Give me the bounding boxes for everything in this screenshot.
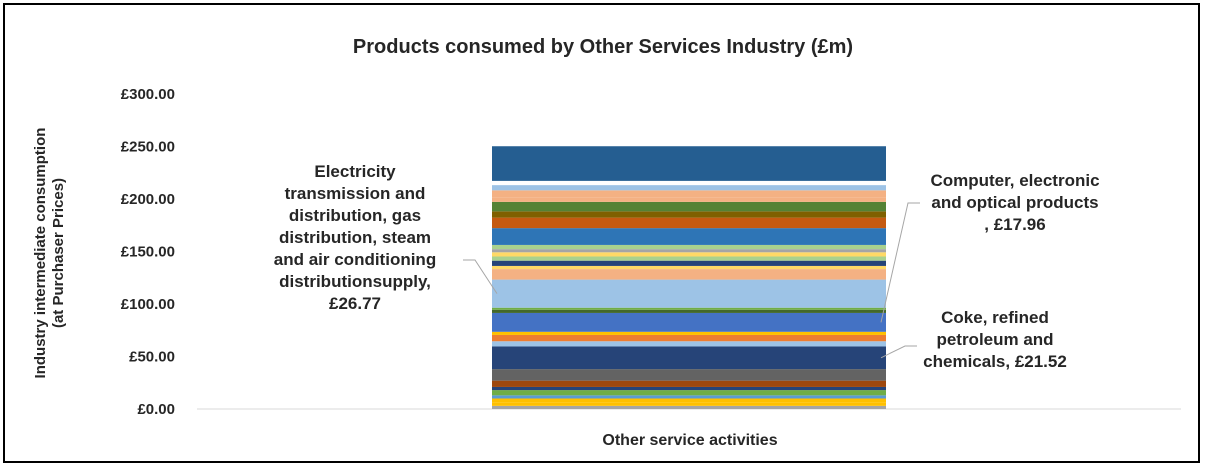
- data-label-line: Coke, refined: [941, 308, 1049, 327]
- leader-line: [880, 202, 920, 323]
- data-label-line: distributionsupply,: [279, 272, 431, 291]
- leader-line: [463, 259, 498, 294]
- bar-segment: [492, 309, 886, 313]
- data-label-line: Electricity: [314, 162, 396, 181]
- bar-segment: [492, 402, 886, 406]
- y-axis-title: Industry intermediate consumption (at Pu…: [32, 128, 67, 379]
- data-label-line: , £17.96: [984, 215, 1045, 234]
- bar-segment: [492, 386, 886, 391]
- bar-segment: [492, 217, 886, 229]
- data-label-line: distribution, gas: [289, 206, 421, 225]
- y-tick-label: £50.00: [129, 349, 175, 366]
- bar-segment: [492, 395, 886, 399]
- y-tick-label: £300.00: [121, 86, 175, 103]
- bar-segment: [492, 228, 886, 245]
- bar-segment: [492, 390, 886, 396]
- data-label-annotations: Electricity transmission and distribution,…: [274, 162, 1100, 371]
- bar-segment: [492, 331, 886, 335]
- bar-segment: [492, 260, 886, 266]
- chart-title: Products consumed by Other Services Indu…: [353, 36, 853, 58]
- bar-segment: [492, 334, 886, 342]
- leader-line: [880, 345, 917, 359]
- data-label-line: transmission and: [285, 184, 426, 203]
- bar-segment: [492, 211, 886, 218]
- bar-segment: [492, 201, 886, 212]
- bar-segment: [492, 405, 886, 409]
- stacked-bar-chart: Products consumed by Other Services Indu…: [32, 36, 1181, 449]
- data-label-line: and optical products: [931, 193, 1098, 212]
- bar-segment: [492, 256, 886, 261]
- bar-segment: [492, 146, 886, 181]
- data-label-line: Computer, electronic: [930, 171, 1099, 190]
- x-category-label: Other service activities: [602, 432, 777, 449]
- bar-segment: [492, 269, 886, 280]
- data-label-line: £26.77: [329, 294, 381, 313]
- bar-segment: [492, 244, 886, 250]
- chart-frame: Products consumed by Other Services Indu…: [3, 3, 1200, 463]
- bar-segment: [492, 380, 886, 387]
- bar-segment: [492, 190, 886, 198]
- data-label: Computer, electronic and optical products…: [880, 171, 1100, 323]
- data-label: Electricity transmission and distribution,…: [274, 162, 498, 313]
- bar-segment: [492, 312, 886, 332]
- bar-segment: [492, 341, 886, 347]
- data-label: Coke, refined petroleum and chemicals, £21…: [880, 308, 1067, 371]
- bar-segment: [492, 249, 886, 253]
- bar-segment: [492, 369, 886, 378]
- data-label-line: petroleum and: [936, 330, 1053, 349]
- y-tick-label: £100.00: [121, 296, 175, 313]
- bar-segment: [492, 279, 886, 308]
- bar-segment: [492, 185, 886, 191]
- bar-segment: [492, 180, 886, 186]
- bar-segment: [492, 252, 886, 257]
- data-label-line: and air conditioning: [274, 250, 436, 269]
- y-tick-label: £150.00: [121, 244, 175, 261]
- y-tick-label: £200.00: [121, 191, 175, 208]
- y-axis-title-line-1: Industry intermediate consumption: [32, 128, 49, 379]
- bar-segment: [492, 307, 886, 310]
- y-tick-label: £0.00: [137, 401, 175, 418]
- bar-segment: [492, 265, 886, 270]
- bar-segment: [492, 197, 886, 202]
- data-label-line: chemicals, £21.52: [923, 352, 1067, 371]
- bar-segment: [492, 398, 886, 403]
- y-axis-title-line-2: (at Purchaser Prices): [50, 178, 67, 328]
- bar-segment: [492, 377, 886, 381]
- data-label-line: distribution, steam: [279, 228, 431, 247]
- y-axis-tick-labels: £0.00 £50.00 £100.00 £150.00 £200.00 £250.00 £…: [121, 86, 175, 418]
- y-tick-label: £250.00: [121, 139, 175, 156]
- bar-stack: [492, 146, 886, 409]
- bar-segment: [492, 346, 886, 370]
